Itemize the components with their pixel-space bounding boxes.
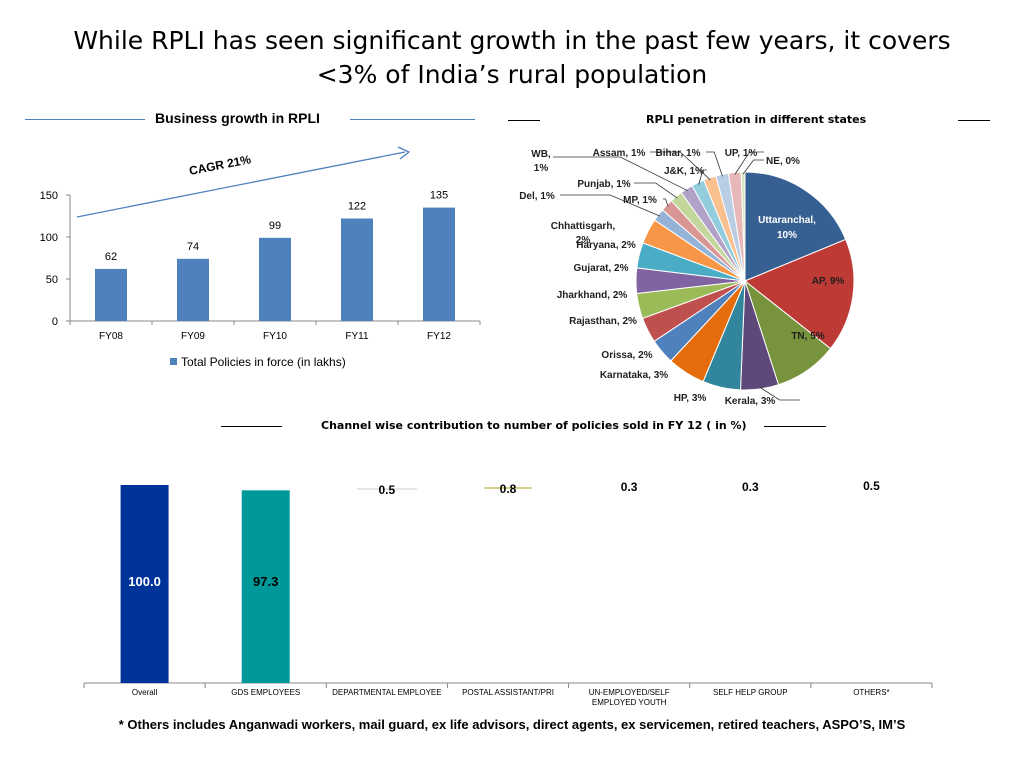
channel-bar-value-label: 0.3 [621,480,638,494]
growth-legend-swatch [170,358,177,365]
growth-x-tick-label: FY09 [181,331,205,342]
pie-leader-line [560,194,661,217]
channel-bar [120,485,169,683]
pie-slice-label: J&K, 1% [664,166,704,177]
growth-x-tick-label: FY11 [345,331,369,342]
growth-title-rule-right [350,119,475,120]
channel-bar-chart: 100.0 Overall 97.3 GDS EMPLOYEES 0.5 DEPARTME… [83,479,933,707]
pie-slice-label: Del, 1% [519,191,555,202]
pie-leader-line [734,151,764,175]
pie-slice-label: Punjab, 1% [577,179,630,190]
pie-leader-line [553,156,688,192]
pie-slice-label: Rajasthan, 2% [569,316,637,327]
pie-slice-label: UP, 1% [725,148,758,159]
pie-leader-line [663,198,669,207]
pie-slice-label: Karnataka, 3% [600,370,668,381]
growth-chart-title: Business growth in RPLI [155,110,320,126]
footnote: * Others includes Anganwadi workers, mai… [118,717,906,732]
pie-slice [744,238,855,350]
channel-bar-value-label: 0.5 [863,479,880,493]
pie-title-rule-right [958,120,990,121]
pie-slice-label: Haryana, 2% [576,240,636,251]
slide-title: While RPLI has seen significant growth i… [73,26,951,89]
channel-x-tick-label: GDS EMPLOYEES [231,688,300,697]
growth-bar-value-label: 99 [269,220,281,232]
channel-title-rule-left [221,426,282,427]
growth-bar [177,258,209,321]
growth-x-tick-label: FY10 [263,331,287,342]
growth-bar [95,268,127,321]
channel-x-tick-label: UN-EMPLOYED/SELF EMPLOYED YOUTH [589,688,670,707]
growth-bar [423,207,455,321]
cagr-arrow [76,151,406,218]
pie-leader-line [634,182,678,199]
pie-leader-line [759,386,800,401]
growth-y-tick-label: 150 [40,190,58,202]
pie-slice [744,171,847,282]
pie-leader-line [706,151,723,177]
growth-y-tick-label: 100 [40,232,58,244]
channel-x-tick-label: OTHERS* [853,688,889,697]
pie-slice-label: AP, 9% [812,276,845,287]
pie-slice-label: HP, 3% [674,393,707,404]
growth-x-tick-label: FY08 [99,331,123,342]
pie-leader-line [742,159,764,175]
growth-legend-label: Total Policies in force (in lakhs) [181,355,346,369]
growth-bar [259,237,291,321]
channel-x-tick-label: SELF HELP GROUP [713,688,788,697]
pie-slice-label: NE, 0% [766,156,800,167]
pie-slice-label: Kerala, 3% [725,396,776,407]
channel-bar-value-label: 100.0 [128,574,161,589]
growth-bar [341,218,373,321]
pie-slice-label: WB, 1% [531,149,551,174]
pie-slice-label: MP, 1% [623,195,657,206]
channel-title-rule-right [764,426,826,427]
penetration-pie-chart: Uttaranchal, 10% AP, 9% TN, 5% Kerala, 3% HP,… [519,148,855,407]
channel-bar-value-label: 0.8 [500,482,517,496]
pie-leader-line [698,169,707,185]
pie-slice-label: Chhattisgarh, 2% [551,221,616,246]
pie-chart-title: RPLI penetration in different states [646,113,867,126]
pie-slice-label: Jharkhand, 2% [557,290,628,301]
channel-x-tick-label: DEPARTMENTAL EMPLOYEE [332,688,442,697]
cagr-label: CAGR 21% [188,152,253,178]
growth-y-tick-label: 50 [46,274,58,286]
pie-slice-label: Uttaranchal, 10% [758,215,816,241]
growth-bar-chart: CAGR 21% 0 50 100 150 62 FY08 74 FY09 99 FY10 122 F… [40,146,481,369]
channel-x-tick-label: POSTAL ASSISTANT/PRI [462,688,554,697]
growth-y-tick-label: 0 [52,316,58,328]
pie-slice-label: Bihar, 1% [655,148,700,159]
channel-bar-value-label: 97.3 [253,574,278,589]
cagr-arrowhead [397,146,411,160]
pie-slice-label: Assam, 1% [593,148,646,159]
channel-chart-title: Channel wise contribution to number of p… [321,419,747,432]
pie-title-rule-left [508,120,540,121]
growth-bar-value-label: 135 [430,190,448,202]
channel-bar-value-label: 0.5 [379,483,396,497]
channel-bar [241,490,290,683]
growth-bar-value-label: 74 [187,241,199,253]
growth-bar-value-label: 62 [105,251,117,263]
growth-bar-value-label: 122 [348,201,366,213]
channel-bar-value-label: 0.3 [742,480,759,494]
pie-slice-label: Gujarat, 2% [573,263,628,274]
channel-x-tick-label: Overall [132,688,158,697]
pie-leader-line [650,151,711,181]
pie-slice-label: TN, 5% [791,331,824,342]
growth-x-tick-label: FY12 [427,331,451,342]
pie-slice-label: Orissa, 2% [601,350,652,361]
growth-title-rule-left [25,119,145,120]
